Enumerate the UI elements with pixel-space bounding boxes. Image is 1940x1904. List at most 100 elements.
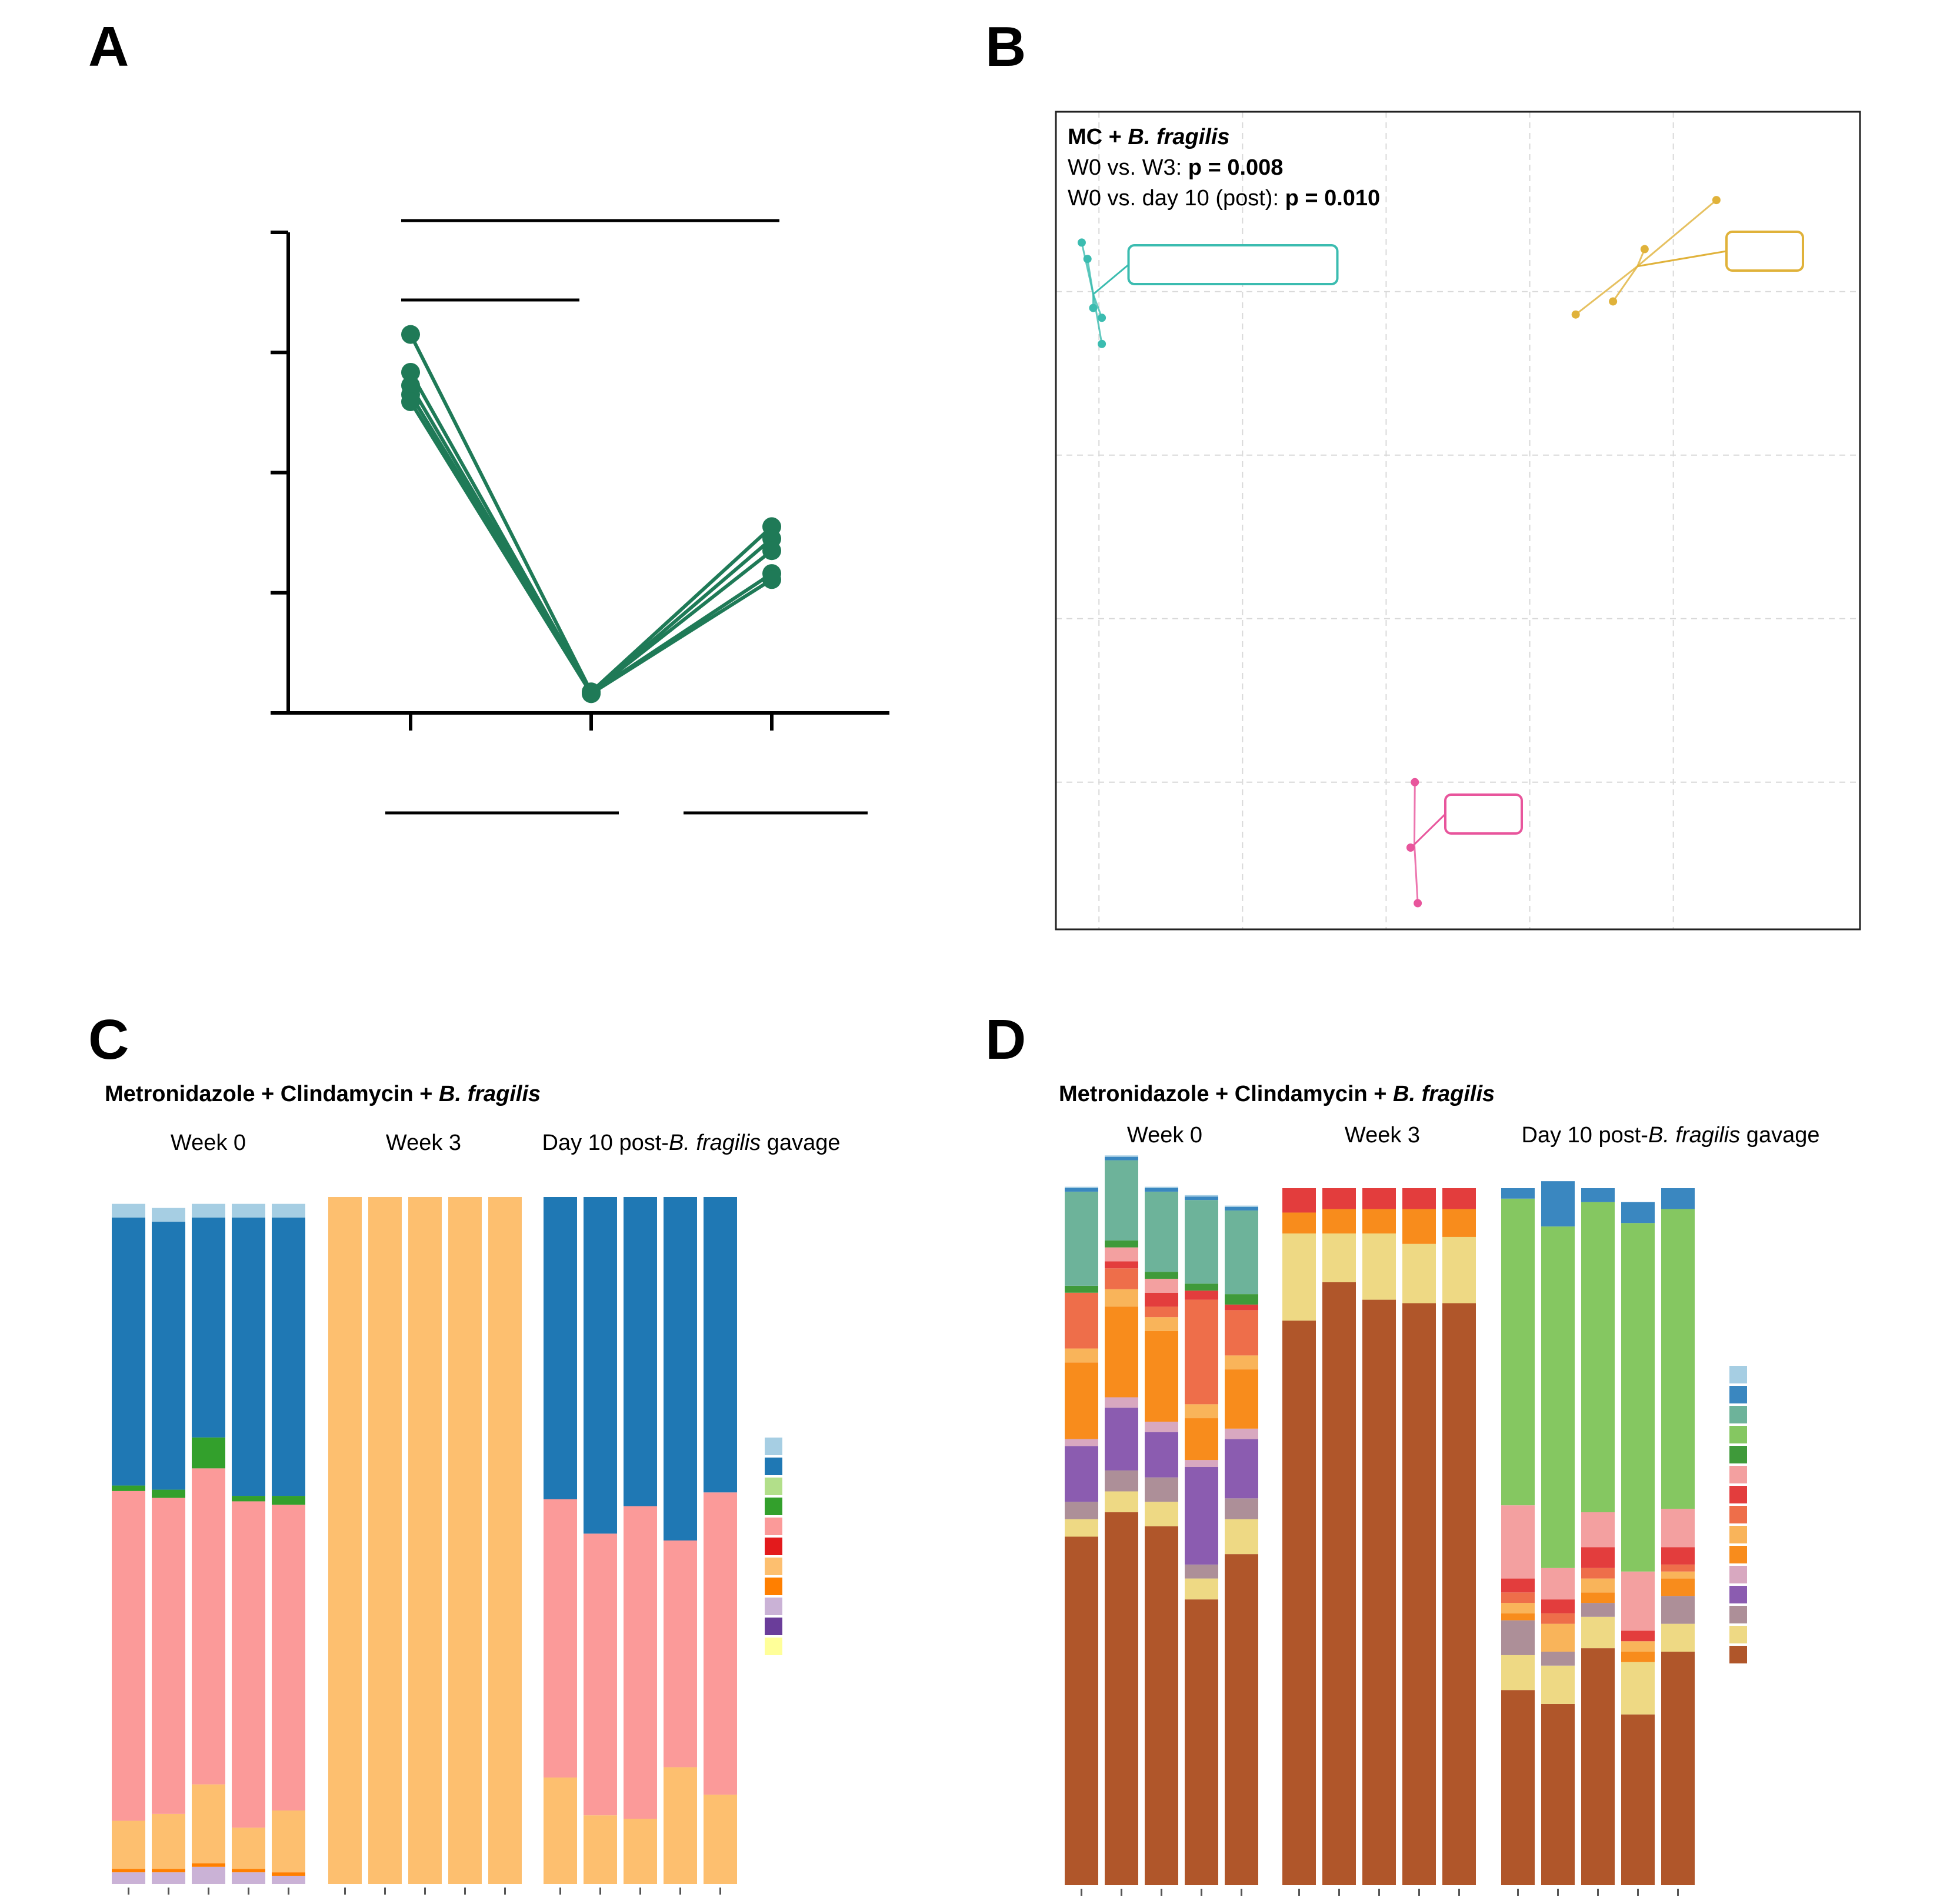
legend-swatch	[765, 1558, 782, 1575]
bar-segment	[192, 1866, 225, 1884]
bar-segment	[272, 1218, 305, 1496]
legend-swatch	[765, 1638, 782, 1655]
legend-swatch	[765, 1598, 782, 1615]
bar-segment	[1225, 1210, 1258, 1295]
bar-segment	[584, 1533, 617, 1816]
bar-segment	[1362, 1188, 1396, 1209]
legend-swatch	[1729, 1506, 1747, 1523]
legend-swatch	[1729, 1626, 1747, 1643]
bar-segment	[1185, 1195, 1218, 1197]
bar-segment	[664, 1197, 697, 1540]
data-point	[401, 362, 420, 382]
bar-segment	[1322, 1188, 1356, 1209]
pca-point	[1411, 778, 1419, 786]
bar-segment	[1185, 1418, 1218, 1460]
bar-segment	[1225, 1310, 1258, 1356]
bar-segment	[1541, 1652, 1575, 1666]
legend-swatch	[1729, 1486, 1747, 1503]
spider-line	[1612, 265, 1638, 302]
bar-segment	[112, 1485, 145, 1491]
bar-segment	[1621, 1714, 1655, 1885]
bar-segment	[624, 1819, 657, 1884]
bar-segment	[1185, 1564, 1218, 1579]
bar-segment	[1661, 1596, 1695, 1624]
bar-segment	[1065, 1191, 1098, 1286]
bar-segment	[232, 1828, 265, 1869]
bar-segment	[1282, 1212, 1316, 1234]
bar-segment	[1501, 1690, 1535, 1885]
data-point	[401, 325, 420, 344]
bar-segment	[1501, 1505, 1535, 1579]
bar-segment	[1105, 1491, 1138, 1513]
facet-label: Week 3	[386, 1131, 461, 1155]
bar-segment	[1185, 1578, 1218, 1600]
bar-segment	[1282, 1233, 1316, 1321]
bar-segment	[1501, 1603, 1535, 1613]
facet-label: Day 10 post-B. fragilis gavage	[542, 1131, 841, 1155]
bar-segment	[1501, 1613, 1535, 1620]
bar-segment	[1105, 1268, 1138, 1289]
bar-segment	[1402, 1243, 1436, 1303]
bar-segment	[192, 1218, 225, 1438]
pca-point	[1083, 255, 1092, 264]
pca-point	[1609, 297, 1618, 306]
bar-segment	[272, 1872, 305, 1876]
bar-segment	[1145, 1272, 1178, 1279]
bar-segment	[1185, 1283, 1218, 1291]
bar-segment	[1185, 1196, 1218, 1201]
bar-segment	[1105, 1261, 1138, 1269]
legend-swatch	[765, 1538, 782, 1555]
bar-segment	[1225, 1439, 1258, 1499]
bar-segment	[1145, 1188, 1178, 1192]
bar-segment	[112, 1218, 145, 1486]
bar-segment	[1105, 1512, 1138, 1885]
bar-segment	[112, 1203, 145, 1218]
bar-segment	[1145, 1317, 1178, 1331]
bar-segment	[1621, 1202, 1655, 1223]
legend-swatch	[765, 1518, 782, 1535]
legend-swatch	[765, 1458, 782, 1475]
legend-swatch	[1729, 1566, 1747, 1583]
pca-point	[1414, 899, 1422, 908]
bar-segment	[152, 1813, 185, 1869]
legend-swatch	[765, 1578, 782, 1595]
group-label-connector	[1414, 813, 1446, 845]
bar-segment	[272, 1810, 305, 1873]
bar-segment	[1145, 1186, 1178, 1188]
bar-segment	[152, 1208, 185, 1222]
pca-point	[1089, 304, 1098, 312]
group-label-box	[1444, 793, 1523, 835]
series-line	[409, 371, 773, 696]
bar-segment	[1581, 1648, 1615, 1885]
bar-segment	[272, 1496, 305, 1505]
legend-swatch	[765, 1438, 782, 1455]
bar-segment	[152, 1498, 185, 1814]
legend-swatch	[1729, 1646, 1747, 1663]
bar-segment	[1105, 1408, 1138, 1470]
panel-c-phylum-barchart: Metronidazole + Clindamycin + B. fragili…	[105, 1082, 840, 1895]
pca-point	[1098, 339, 1106, 348]
bar-segment	[1621, 1652, 1655, 1662]
spider-line	[1092, 294, 1103, 345]
spider-line	[1413, 782, 1416, 845]
legend-swatch	[1729, 1386, 1747, 1403]
bar-segment	[1442, 1209, 1476, 1237]
bar-segment	[1225, 1519, 1258, 1555]
facet-label: Day 10 post-B. fragilis gavage	[1522, 1123, 1820, 1148]
bar-segment	[1581, 1547, 1615, 1568]
bar-segment	[488, 1197, 522, 1884]
bar-segment	[1322, 1233, 1356, 1282]
bar-segment	[1442, 1303, 1476, 1885]
bar-segment	[1661, 1578, 1695, 1596]
bar-segment	[664, 1540, 697, 1768]
pca-point	[1098, 314, 1106, 322]
bar-segment	[1145, 1191, 1178, 1272]
bar-segment	[1402, 1209, 1436, 1244]
legend-swatch	[1729, 1546, 1747, 1563]
bar-segment	[1442, 1236, 1476, 1303]
bar-segment	[1581, 1616, 1615, 1649]
chart-title: Metronidazole + Clindamycin + B. fragili…	[1059, 1082, 1495, 1106]
bar-segment	[1541, 1599, 1575, 1613]
pca-point	[1077, 238, 1086, 247]
